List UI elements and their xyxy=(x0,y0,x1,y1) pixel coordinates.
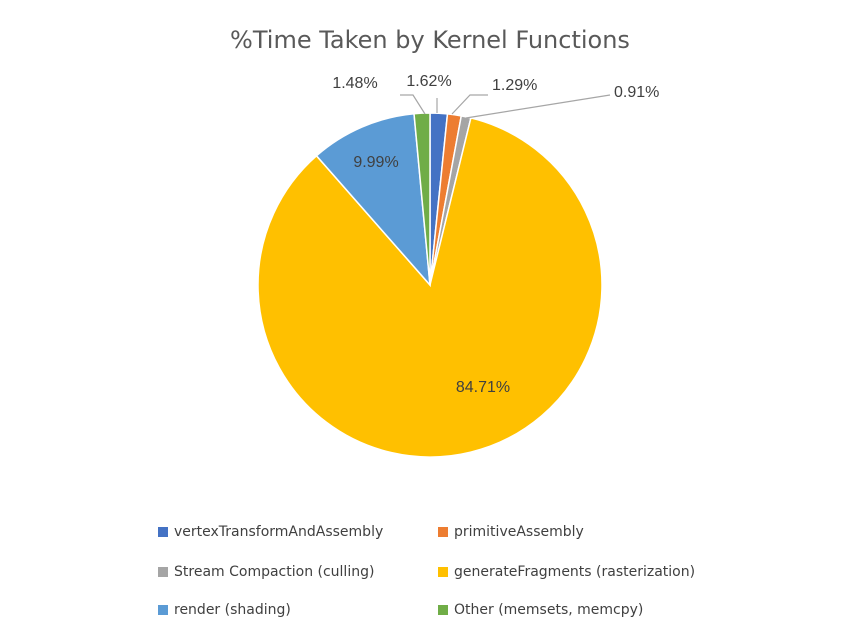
legend-label: primitiveAssembly xyxy=(454,524,584,540)
legend-label: generateFragments (rasterization) xyxy=(454,564,696,580)
data-label-render-shading: 9.99% xyxy=(353,154,398,171)
legend-swatch xyxy=(438,567,448,577)
legend-item-stream-compaction-culling: Stream Compaction (culling) xyxy=(158,564,374,580)
data-label-other-memsets-memcpy: 1.48% xyxy=(332,75,377,92)
legend-item-vertextransformandassembly: vertexTransformAndAssembly xyxy=(158,524,383,540)
legend-swatch xyxy=(438,605,448,615)
legend-swatch xyxy=(158,527,168,537)
legend-label: vertexTransformAndAssembly xyxy=(174,524,384,540)
leader-line-stream-compaction-culling xyxy=(465,94,611,119)
leader-line-primitiveassembly xyxy=(451,94,488,115)
data-label-vertextransformandassembly: 1.62% xyxy=(406,73,451,90)
legend-swatch xyxy=(158,605,168,615)
pie-slice-render-shading xyxy=(315,112,431,288)
leader-line-other-memsets-memcpy xyxy=(400,94,426,115)
data-label-primitiveassembly: 1.29% xyxy=(492,77,537,94)
data-label-generatefragments-rasterization: 84.71% xyxy=(456,379,510,396)
pie-slice-generatefragments-rasterization xyxy=(257,117,603,458)
chart-title: %Time Taken by Kernel Functions xyxy=(230,26,630,54)
legend-item-primitiveassembly: primitiveAssembly xyxy=(438,524,584,540)
legend-swatch xyxy=(158,567,168,577)
data-label-stream-compaction-culling: 0.91% xyxy=(614,84,659,101)
legend-item-other-memsets-memcpy: Other (memsets, memcpy) xyxy=(438,602,643,618)
legend-item-generatefragments-rasterization: generateFragments (rasterization) xyxy=(438,564,695,580)
legend-swatch xyxy=(438,527,448,537)
legend-label: Stream Compaction (culling) xyxy=(174,564,375,580)
legend-item-render-shading: render (shading) xyxy=(158,602,291,618)
pie-slice-other-memsets-memcpy xyxy=(413,112,431,286)
legend-label: render (shading) xyxy=(174,602,291,618)
legend-label: Other (memsets, memcpy) xyxy=(454,602,644,618)
